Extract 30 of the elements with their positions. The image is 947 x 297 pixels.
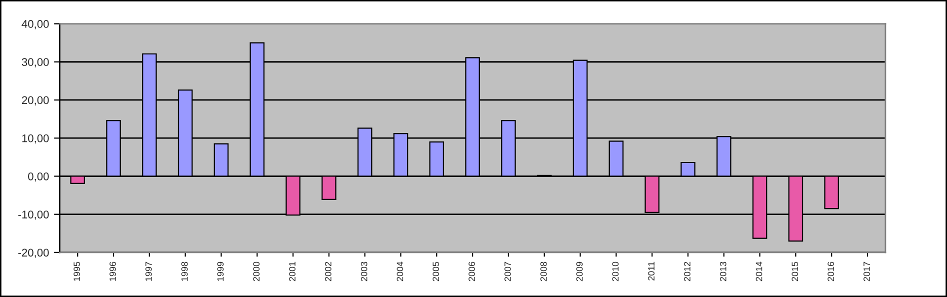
y-tick-label: 30,00	[22, 58, 49, 68]
x-tick-label: 2017	[864, 262, 870, 282]
y-tick-label: -20,00	[18, 248, 49, 258]
x-tick-label: 2007	[504, 262, 511, 282]
x-tick-label: 1997	[145, 262, 152, 281]
x-tick-label: 2000	[253, 262, 260, 282]
y-tick-label: 10,00	[22, 134, 49, 144]
x-tick-label: 2009	[576, 262, 583, 282]
y-tick-label: 20,00	[22, 96, 49, 106]
x-tick-label: 2012	[684, 262, 690, 282]
x-tick-label: 2002	[324, 262, 332, 282]
x-tick-label: 1998	[181, 262, 188, 281]
y-tick-label: 0,00	[28, 172, 49, 182]
x-tick-label: 2014	[756, 262, 762, 282]
x-tick-label: 1996	[110, 262, 116, 281]
x-tick-label: 2015	[792, 262, 798, 282]
x-tick-label: 1995	[74, 262, 80, 281]
x-tick-label: 2010	[612, 262, 619, 282]
x-tick-label: 2004	[396, 262, 404, 282]
x-tick-label: 2001	[289, 262, 296, 282]
x-tick-label: 2005	[432, 262, 440, 282]
x-tick-label: 2016	[828, 262, 834, 282]
x-tick-label: 2013	[720, 262, 726, 282]
x-tick-label: 2011	[648, 262, 654, 280]
x-tick-label: 1999	[217, 262, 224, 281]
x-tick-label: 2006	[468, 262, 475, 282]
x-tick-label: 2003	[360, 262, 368, 282]
x-tick-label: 2008	[540, 262, 547, 282]
y-tick-label: 40,00	[22, 20, 49, 30]
y-tick-label: -10,00	[18, 210, 49, 220]
